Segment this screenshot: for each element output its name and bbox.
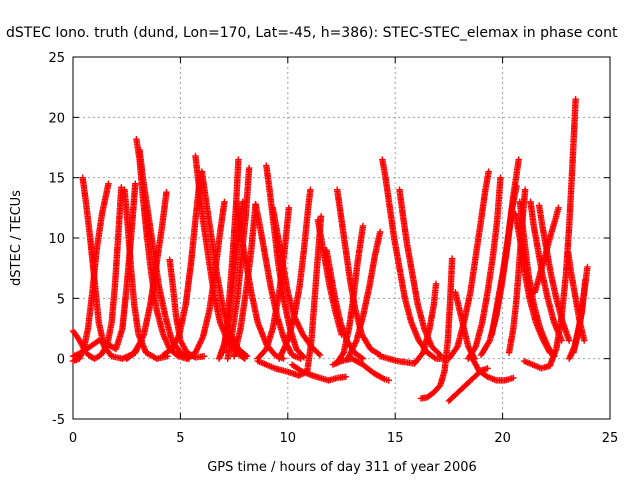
- x-tick-label: 10: [280, 431, 297, 446]
- data-point: [307, 186, 314, 193]
- data-point-interp: [431, 354, 438, 361]
- data-point: [235, 156, 242, 163]
- data-point: [359, 355, 367, 362]
- data-point: [510, 374, 517, 382]
- data-point: [163, 188, 170, 196]
- y-tick-label: -5: [52, 413, 65, 428]
- x-tick-label: 25: [602, 431, 619, 446]
- data-point: [316, 351, 324, 359]
- y-tick-label: 25: [48, 51, 65, 66]
- x-tick-label: 15: [387, 431, 404, 446]
- data-point: [432, 280, 440, 288]
- data-point: [243, 353, 251, 360]
- data-point-interp: [315, 350, 322, 358]
- data-point: [484, 365, 491, 372]
- data-point: [497, 174, 504, 181]
- data-marks: [69, 96, 591, 405]
- data-point-interp: [242, 352, 249, 359]
- data-point: [437, 351, 444, 359]
- data-point-interp: [453, 344, 460, 352]
- data-point: [485, 168, 492, 175]
- y-tick-label: 10: [48, 232, 65, 247]
- data-point-interp: [435, 350, 443, 358]
- data-point: [221, 198, 228, 205]
- y-tick-label: 15: [48, 172, 65, 187]
- data-point: [565, 337, 573, 344]
- data-point: [285, 204, 293, 212]
- data-point: [118, 184, 125, 191]
- data-point: [132, 180, 139, 187]
- axis-ticks: 0 5 10 15 20 25 -5 0 5 10 15 20 25: [48, 51, 618, 446]
- data-point: [245, 164, 253, 172]
- x-tick-label: 0: [69, 431, 77, 446]
- y-tick-label: 20: [48, 111, 65, 126]
- y-tick-label: 5: [57, 292, 65, 307]
- data-point-interp: [358, 354, 365, 361]
- data-point: [317, 213, 325, 220]
- data-point: [359, 222, 367, 230]
- y-tick-label: 0: [57, 353, 65, 368]
- data-point: [515, 156, 522, 163]
- data-point: [385, 377, 392, 384]
- data-point: [105, 180, 112, 187]
- data-point: [521, 186, 529, 193]
- data-point: [200, 353, 208, 360]
- x-tick-label: 5: [176, 431, 184, 446]
- data-point: [448, 255, 456, 262]
- data-point: [376, 228, 384, 236]
- data-point: [342, 373, 349, 380]
- data-point-interp: [299, 353, 307, 360]
- data-point-interp: [339, 350, 346, 358]
- chart-title: dSTEC Iono. truth (dund, Lon=170, Lat=-4…: [6, 25, 618, 41]
- x-tick-label: 20: [494, 431, 511, 446]
